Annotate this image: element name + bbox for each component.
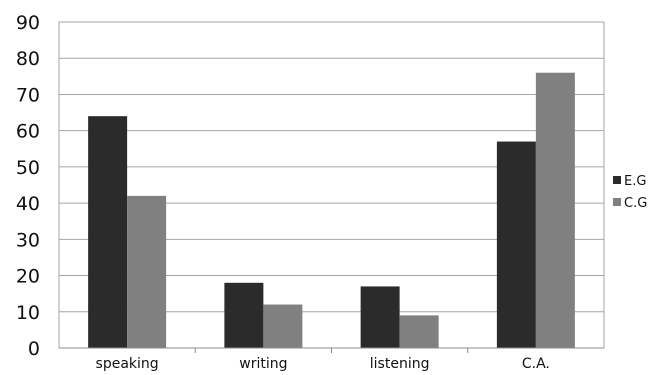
y-tick-label: 40 [16, 193, 40, 215]
y-tick-label: 30 [16, 229, 40, 251]
y-tick-label: 20 [16, 266, 40, 288]
x-tick-label: writing [239, 356, 287, 371]
y-tick-label: 80 [16, 48, 40, 70]
y-tick-label: 90 [16, 12, 40, 34]
x-axis-ticks: speaking writing listening C.A. [96, 348, 550, 372]
bar-cg-2 [399, 315, 439, 348]
bar-eg-0 [88, 116, 128, 348]
legend-label: C.G [624, 196, 647, 211]
bar-cg-3 [535, 72, 575, 348]
legend: E.G C.G [613, 174, 647, 211]
bar-eg-2 [360, 286, 400, 348]
y-tick-label: 0 [28, 338, 40, 360]
bars [88, 72, 575, 348]
legend-swatch [613, 176, 621, 184]
y-axis-ticks: 0 10 20 30 40 50 60 70 80 90 [16, 12, 40, 360]
x-tick-label: listening [370, 356, 430, 371]
x-tick-label: speaking [96, 356, 159, 371]
bar-eg-3 [496, 141, 536, 348]
y-tick-label: 50 [16, 157, 40, 179]
bar-cg-1 [263, 304, 303, 348]
y-tick-label: 10 [16, 302, 40, 324]
bar-cg-0 [127, 195, 167, 348]
x-tick-label: C.A. [522, 356, 550, 371]
y-tick-label: 70 [16, 84, 40, 106]
bar-eg-1 [224, 282, 264, 348]
legend-swatch [613, 198, 621, 206]
legend-label: E.G [624, 174, 646, 189]
y-tick-label: 60 [16, 121, 40, 143]
